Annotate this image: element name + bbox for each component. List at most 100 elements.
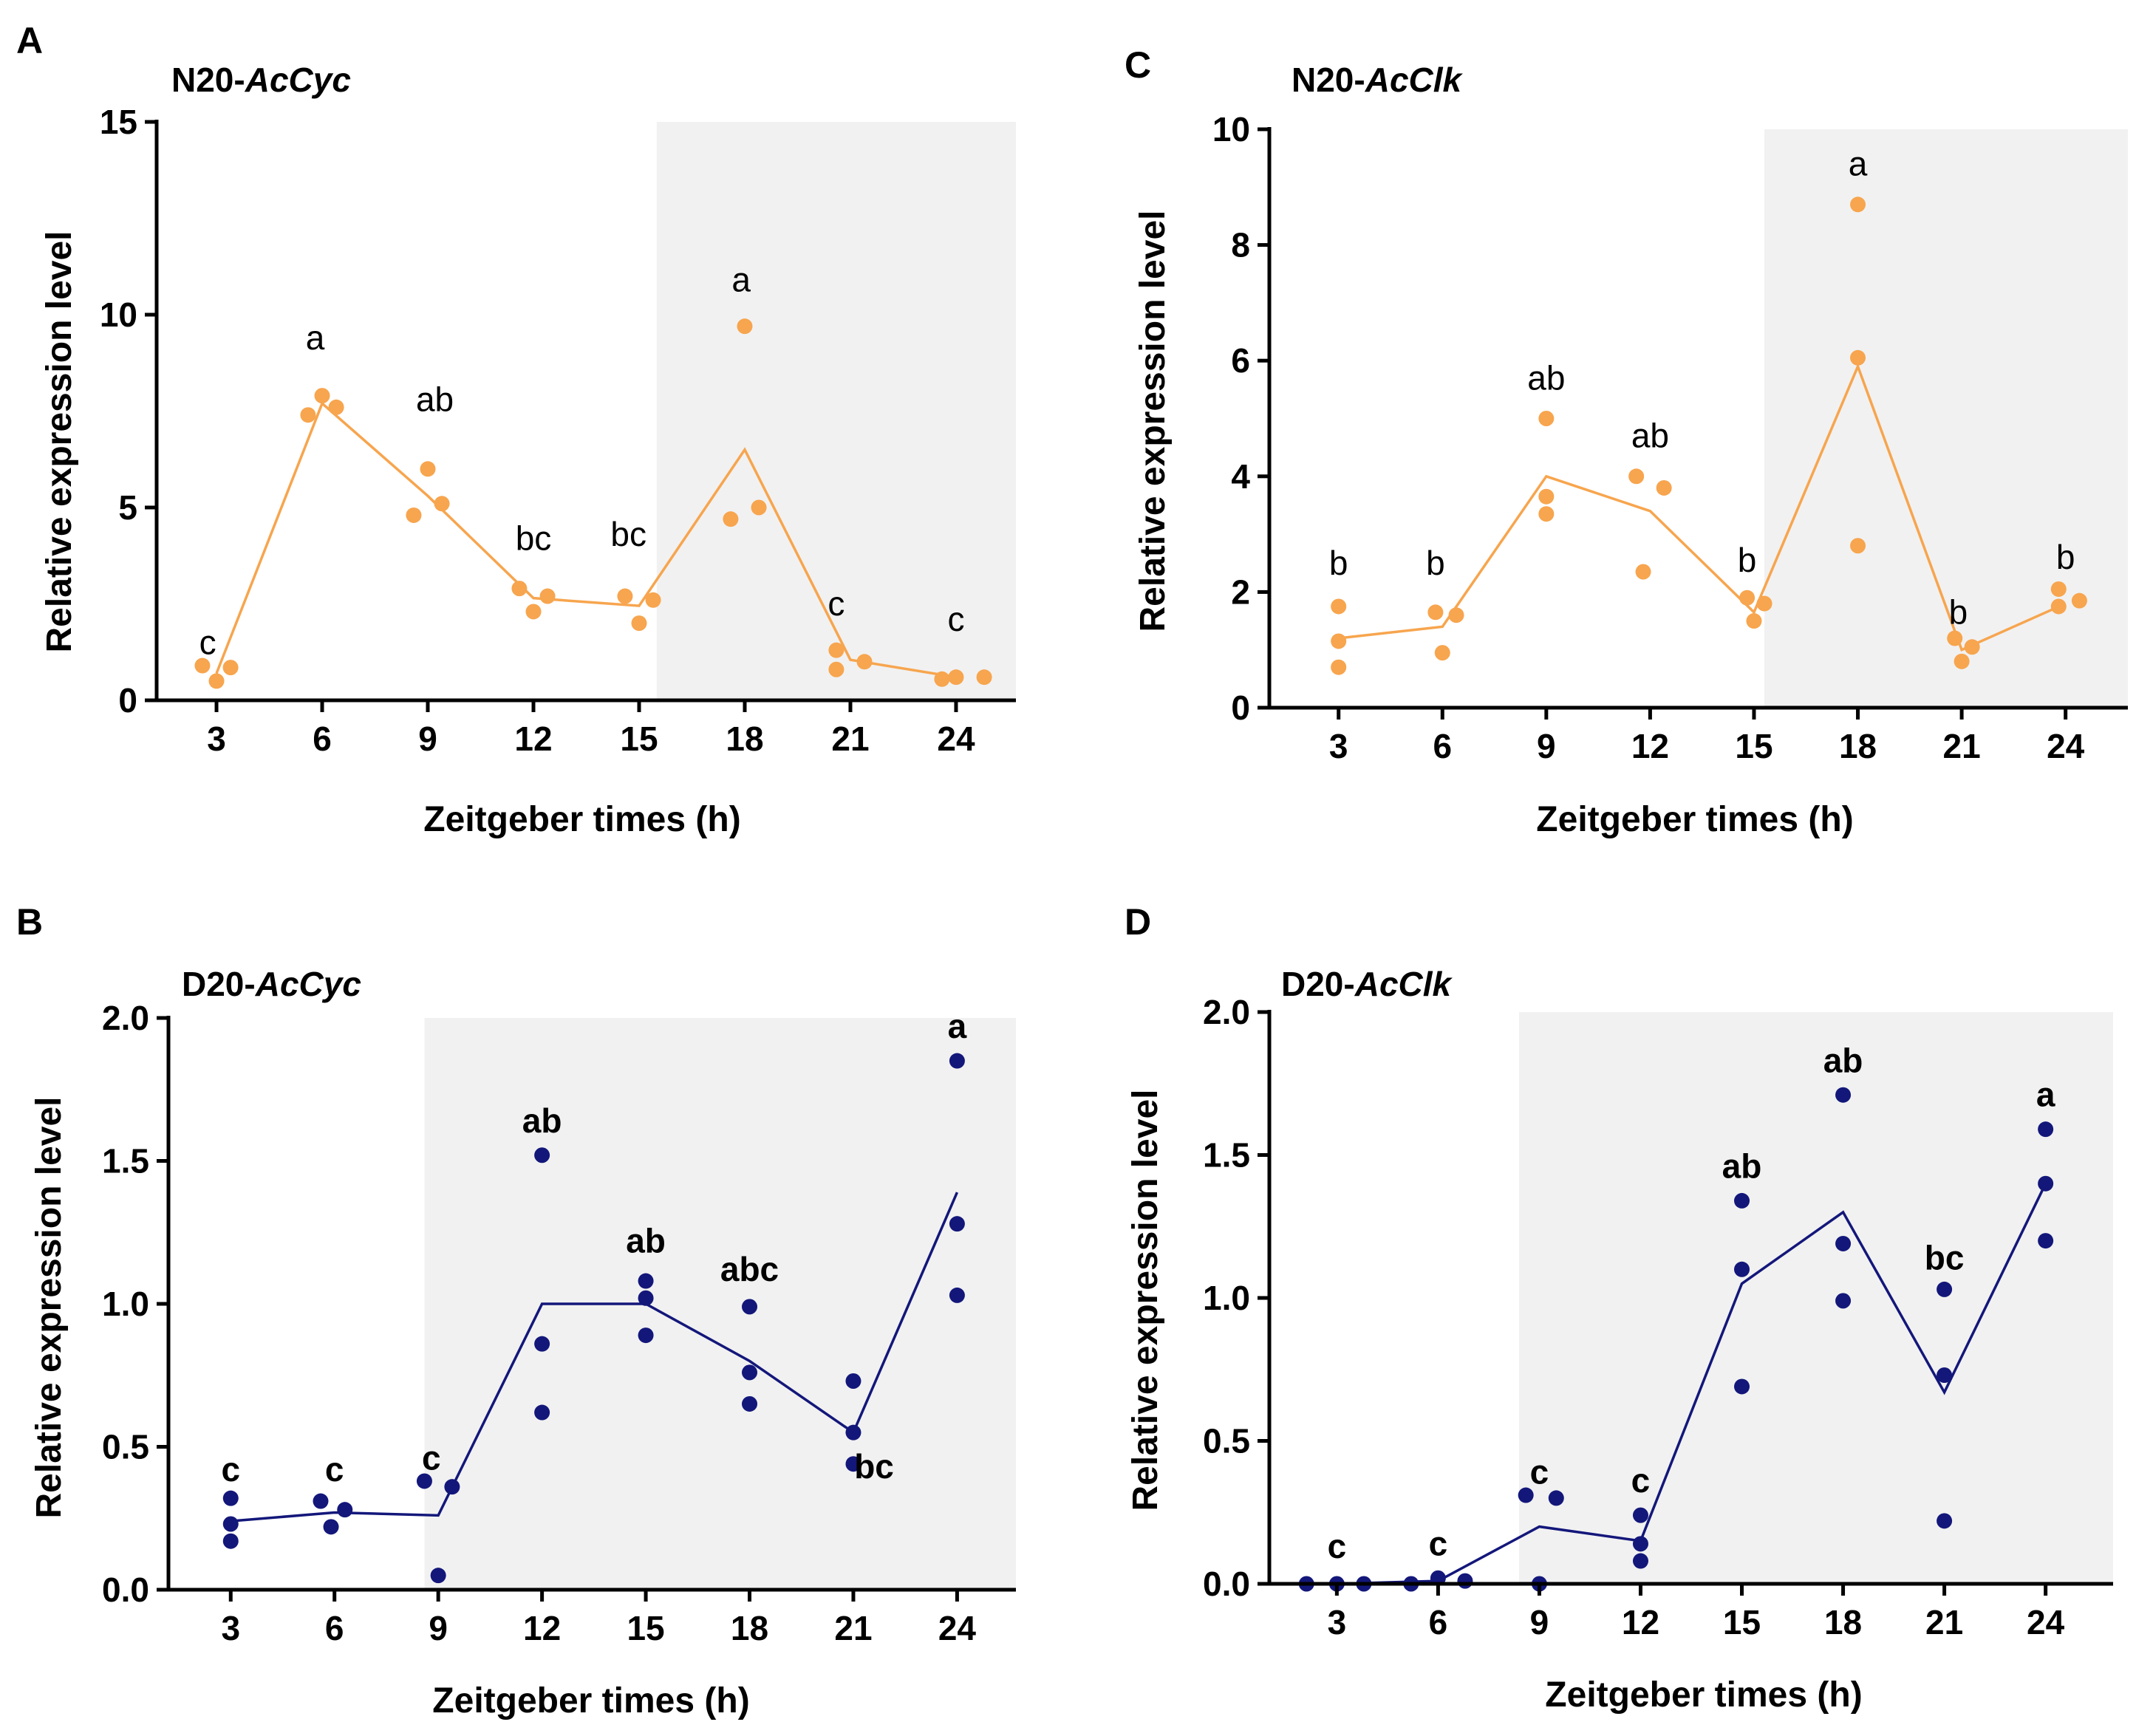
panel-b-x-tick-label: 3 xyxy=(221,1609,240,1647)
panel-a-y-tick-label: 5 xyxy=(118,488,137,527)
panel-a-x-tick-label: 9 xyxy=(418,720,437,758)
panel-b-x-tick-label: 6 xyxy=(325,1609,344,1647)
panel-c-point-zt18-rep2 xyxy=(1850,349,1866,366)
panel-c-point-zt12-rep2 xyxy=(1635,564,1651,580)
panel-b-x-tick-label: 18 xyxy=(731,1609,768,1647)
panel-c-x-tick-label: 21 xyxy=(1943,727,1981,765)
panel-b-sig-letter-zt6: c xyxy=(325,1450,344,1489)
panel-c-point-zt9-rep3 xyxy=(1538,506,1555,522)
panel-c-point-zt12-rep1 xyxy=(1628,468,1645,485)
panel-b-point-zt24-rep1 xyxy=(949,1053,965,1069)
panel-d-point-zt15-rep2 xyxy=(1734,1261,1750,1277)
panel-c-point-zt12-rep3 xyxy=(1656,479,1672,496)
panel-a-sig-letter-zt24: c xyxy=(947,600,964,638)
panel-d: D D20-AcClk c c c c ab ab bc a 0.0 0.5 1.0 1.5 2.0 3 6… xyxy=(1125,901,2113,1715)
panel-d-sig-letter-zt21: bc xyxy=(1925,1238,1965,1277)
panel-a-title: N20-AcCyc xyxy=(171,61,351,99)
panel-c-sig-letter-zt3: b xyxy=(1329,544,1348,582)
panel-b-y-tick-label: 1.0 xyxy=(102,1285,149,1323)
panel-d-plot: c c c c ab ab bc a 0.0 0.5 1.0 1.5 2.0 3 6 9 12 15 18 21 24 xyxy=(1203,993,2113,1641)
panel-a-point-zt18-rep2 xyxy=(737,318,753,335)
panel-d-y-tick-label: 1.0 xyxy=(1203,1279,1250,1317)
panel-c-point-zt15-rep1 xyxy=(1739,590,1756,606)
panel-c-point-zt3-rep3 xyxy=(1331,659,1347,675)
panel-d-x-tick-label: 6 xyxy=(1429,1603,1448,1641)
panel-d-y-tick-label: 0.5 xyxy=(1203,1422,1250,1460)
panel-c-point-zt21-rep1 xyxy=(1947,630,1963,646)
panel-a-point-zt9-rep3 xyxy=(434,496,450,512)
panel-b-point-zt3-rep3 xyxy=(222,1533,239,1549)
panel-d-point-zt12-rep1 xyxy=(1632,1507,1648,1523)
panel-b: B D20-AcCyc c c c ab ab abc bc a 0.0 0.5 1.0 1.5 2.0… xyxy=(16,901,1016,1720)
panel-b-point-zt15-rep3 xyxy=(638,1327,654,1344)
panel-a-point-zt18-rep3 xyxy=(751,499,767,516)
panel-a-sig-letter-zt6: a xyxy=(306,318,325,357)
panel-a-x-axis-title: Zeitgeber times (h) xyxy=(423,800,740,839)
panel-a-point-zt21-rep2 xyxy=(828,661,845,677)
panel-d-sig-letter-zt18: ab xyxy=(1823,1041,1863,1079)
panel-d-y-tick-label: 1.5 xyxy=(1203,1136,1250,1175)
panel-c-sig-letter-zt15: b xyxy=(1738,541,1757,579)
panel-c-point-zt21-rep3 xyxy=(1964,639,1980,655)
panel-c-sig-letter-zt24: b xyxy=(2056,538,2075,576)
panel-a-point-zt12-rep1 xyxy=(511,581,528,597)
panel-c-y-tick-label: 6 xyxy=(1231,341,1250,380)
panel-a-point-zt15-rep3 xyxy=(645,592,661,608)
panel-c-y-tick-label: 4 xyxy=(1231,457,1250,496)
panel-c-x-tick-label: 6 xyxy=(1433,727,1452,765)
panel-a-point-zt24-rep1 xyxy=(934,671,950,687)
panel-c-title: N20-AcClk xyxy=(1292,61,1464,99)
panel-b-x-tick-label: 12 xyxy=(523,1609,561,1647)
panel-c-y-tick-label: 2 xyxy=(1231,573,1250,611)
panel-b-sig-letter-zt3: c xyxy=(221,1450,240,1489)
panel-c-x-tick-label: 15 xyxy=(1735,727,1772,765)
panel-a-dark-phase-shading xyxy=(656,122,1016,700)
panel-b-y-tick-label: 0.0 xyxy=(102,1571,149,1609)
panel-d-sig-letter-zt3: c xyxy=(1328,1527,1347,1565)
panel-c-mean-line xyxy=(1338,363,2067,652)
panel-b-point-zt21-rep1 xyxy=(845,1373,861,1389)
panel-d-point-zt9-rep3 xyxy=(1548,1490,1564,1506)
panel-d-x-tick-label: 12 xyxy=(1622,1603,1659,1641)
panel-a: A N20-AcCyc c a ab bc bc a c c 0 5 10 15 3 6 9 12 15 18 21… xyxy=(16,20,1016,839)
panel-d-y-tick-label: 2.0 xyxy=(1203,993,1250,1031)
panel-d-x-axis-title: Zeitgeber times (h) xyxy=(1545,1675,1862,1715)
panel-b-x-tick-label: 15 xyxy=(627,1609,664,1647)
panel-a-point-zt18-rep1 xyxy=(723,511,739,527)
panel-b-sig-letter-zt9: c xyxy=(422,1438,441,1477)
panel-a-sig-letter-zt15: bc xyxy=(610,515,646,553)
panel-b-y-axis-title: Relative expression level xyxy=(30,1097,69,1519)
panel-c-point-zt24-rep2 xyxy=(2050,598,2067,615)
panel-b-sig-letter-zt15: ab xyxy=(626,1221,666,1260)
panel-a-y-axis-title: Relative expression level xyxy=(40,231,79,653)
panel-c-point-zt18-rep1 xyxy=(1850,197,1866,213)
panel-d-x-tick-label: 24 xyxy=(2027,1603,2065,1641)
panel-c-y-axis-title: Relative expression level xyxy=(1133,211,1173,632)
panel-b-sig-letter-zt12: ab xyxy=(522,1101,562,1140)
panel-a-mean-line xyxy=(215,401,957,679)
panel-a-x-tick-label: 18 xyxy=(726,720,763,758)
panel-b-point-zt18-rep2 xyxy=(742,1364,758,1381)
panel-c-sig-letter-zt18: a xyxy=(1849,145,1868,183)
panel-d-point-zt6-rep3 xyxy=(1457,1573,1473,1589)
panel-d-x-tick-label: 18 xyxy=(1824,1603,1862,1641)
panel-d-point-zt21-rep2 xyxy=(1937,1367,1953,1383)
panel-a-y-tick-label: 10 xyxy=(100,295,137,334)
panel-c-x-tick-label: 12 xyxy=(1631,727,1669,765)
panel-a-point-zt15-rep2 xyxy=(631,615,647,632)
panel-b-point-zt9-rep1 xyxy=(416,1473,432,1489)
panel-c-point-zt9-rep2 xyxy=(1538,488,1555,505)
panel-d-sig-letter-zt12: c xyxy=(1631,1461,1651,1500)
panel-c-point-zt18-rep3 xyxy=(1850,538,1866,554)
panel-d-point-zt9-rep1 xyxy=(1518,1487,1534,1503)
panel-c-sig-letter-zt9: ab xyxy=(1527,358,1565,397)
panel-a-sig-letter-zt9: ab xyxy=(416,380,454,419)
panel-a-y-tick-label: 15 xyxy=(100,103,137,141)
panel-c-y-tick-label: 8 xyxy=(1231,226,1250,264)
panel-d-x-tick-label: 15 xyxy=(1723,1603,1761,1641)
panel-a-point-zt3-rep2 xyxy=(208,673,225,689)
panel-c-sig-letter-zt12: ab xyxy=(1631,417,1669,455)
panel-b-y-tick-label: 0.5 xyxy=(102,1428,149,1466)
